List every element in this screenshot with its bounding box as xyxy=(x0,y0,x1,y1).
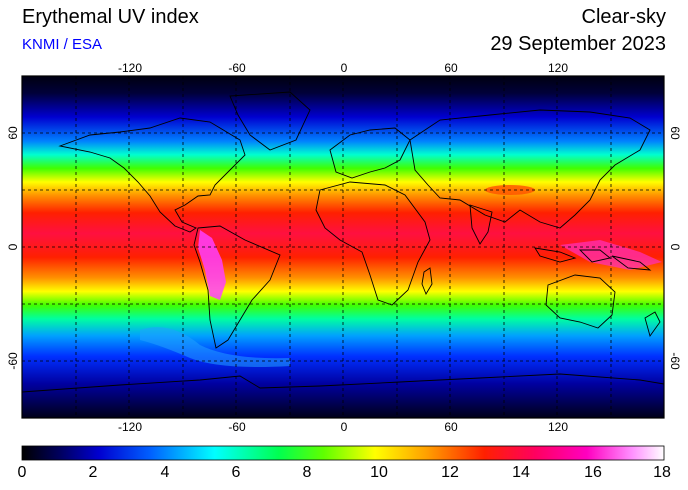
graticule xyxy=(22,76,664,418)
coastlines xyxy=(22,91,664,393)
date-label: 29 September 2023 xyxy=(490,33,666,55)
europe-coast xyxy=(329,127,411,179)
map-title: Erythemal UV index xyxy=(22,6,199,28)
madagascar-coast xyxy=(421,267,433,296)
south-america-coast xyxy=(193,225,281,349)
colorbar-label: 0 xyxy=(17,464,27,481)
lon-tick-top: 120 xyxy=(547,61,569,75)
lon-tick-bottom: -120 xyxy=(117,420,143,434)
lat-tick-right: 0 xyxy=(668,243,682,251)
new-zealand-coast xyxy=(644,311,661,338)
colorbar-label: 8 xyxy=(302,464,312,481)
lon-tick-bottom: 0 xyxy=(340,420,348,434)
source-label: KNMI / ESA xyxy=(22,36,103,53)
colorbar-label: 2 xyxy=(88,464,98,481)
colorbar-label: 10 xyxy=(370,464,388,481)
north-america-coast xyxy=(58,117,246,233)
colorbar-label: 14 xyxy=(512,464,530,481)
indonesia-high-uv xyxy=(560,240,662,270)
antarctica-coast xyxy=(22,373,664,393)
lon-tick-bottom: -60 xyxy=(228,420,246,434)
lat-tick-left: -60 xyxy=(6,352,20,370)
australia-coast xyxy=(545,274,616,329)
lon-tick-top: -60 xyxy=(228,61,246,75)
lat-tick-left: 60 xyxy=(6,126,20,140)
uv-field-details xyxy=(140,185,662,367)
sky-condition-label: Clear-sky xyxy=(581,6,666,28)
colorbar-label: 12 xyxy=(441,464,459,481)
india-coast xyxy=(469,204,493,245)
map-frame xyxy=(21,75,665,419)
colorbar-label: 6 xyxy=(231,464,241,481)
colorbar-label: 16 xyxy=(584,464,602,481)
lat-tick-right: 60 xyxy=(668,126,682,140)
lon-tick-top: 0 xyxy=(340,61,348,75)
greenland-coast xyxy=(229,91,311,151)
colorbar-label: 4 xyxy=(160,464,170,481)
southern-swirl xyxy=(140,327,290,367)
lat-tick-left: 0 xyxy=(6,243,20,251)
lon-tick-bottom: 120 xyxy=(547,420,569,434)
lon-tick-top: 60 xyxy=(444,61,458,75)
colorbar-label: 18 xyxy=(653,464,671,481)
lon-tick-top: -120 xyxy=(117,61,143,75)
colorbar xyxy=(21,445,665,461)
lon-tick-bottom: 60 xyxy=(444,420,458,434)
indonesia-coast xyxy=(534,247,652,271)
andes-high-uv xyxy=(198,230,226,300)
lat-tick-right: -60 xyxy=(668,352,682,370)
